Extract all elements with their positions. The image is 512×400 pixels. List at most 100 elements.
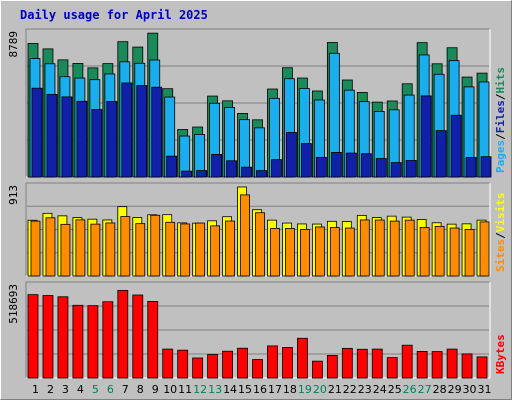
bar-sites (404, 219, 415, 277)
bar-kbytes (222, 350, 233, 379)
chart-panel: 518693 KBytes (7, 281, 507, 379)
bar-pages (286, 132, 297, 178)
bar-sites (210, 225, 221, 277)
bar-pages (166, 155, 178, 178)
bar-kbytes (461, 353, 473, 379)
x-tick-label: 26 (403, 383, 417, 396)
bar-kbytes (117, 289, 129, 379)
bar-kbytes (72, 304, 84, 379)
bar-sites (285, 228, 295, 277)
x-tick-label: 15 (238, 383, 252, 396)
bar-sites (419, 227, 430, 277)
bar-kbytes (431, 351, 443, 379)
bar-kbytes (386, 357, 398, 379)
bar-sites (449, 227, 460, 277)
bar-sites (344, 227, 355, 277)
plot-area-shadow (25, 28, 490, 177)
legend-entry: Hits (494, 67, 507, 94)
bar-pages (375, 158, 387, 178)
bar-pages (91, 109, 103, 178)
bar-sites (314, 226, 325, 277)
bar-kbytes (282, 347, 293, 379)
bar-sites (329, 227, 340, 277)
x-tick-label: 24 (373, 383, 387, 396)
x-tick-label: 2 (47, 383, 54, 396)
chart-panels: 8789Pages/Files/Hits913Sites/Visits51869… (7, 28, 507, 379)
legend-entry: Pages (494, 140, 507, 173)
x-tick-label: 3 (62, 383, 69, 396)
panel-legend: KBytes (494, 334, 507, 374)
bar-kbytes (267, 345, 278, 379)
panel-legend: Pages/Files/Hits (494, 67, 507, 173)
bar-sites (105, 222, 116, 277)
bar-sites (300, 229, 310, 277)
x-tick-label: 16 (253, 383, 267, 396)
bar-pages (360, 153, 372, 178)
bar-kbytes (252, 359, 263, 379)
bar-pages (106, 101, 118, 178)
bar-kbytes (371, 348, 383, 379)
bar-sites (479, 221, 490, 277)
bar-pages (480, 156, 492, 178)
bar-pages (465, 157, 477, 178)
bar-sites (270, 228, 280, 277)
x-tick-label: 30 (463, 383, 477, 396)
x-tick-label: 7 (122, 383, 129, 396)
x-tick-label: 17 (268, 383, 282, 396)
bar-kbytes (446, 348, 458, 379)
x-tick-label: 21 (328, 383, 342, 396)
x-tick-label: 18 (283, 383, 297, 396)
x-tick-label: 10 (163, 383, 177, 396)
bar-files (254, 127, 265, 178)
x-tick-label: 13 (208, 383, 222, 396)
bar-sites (374, 219, 385, 277)
bar-sites (120, 216, 131, 277)
legend-entry: Files (494, 100, 507, 133)
bar-sites (225, 220, 235, 277)
bar-pages (196, 170, 208, 178)
bar-kbytes (177, 349, 189, 379)
bar-sites (434, 225, 445, 277)
x-tick-label: 27 (418, 383, 432, 396)
x-tick-label: 28 (433, 383, 447, 396)
bar-kbytes (297, 337, 308, 379)
x-tick-label: 4 (77, 383, 84, 396)
bar-sites (464, 229, 475, 277)
x-tick-label: 23 (358, 383, 372, 396)
x-tick-label: 9 (152, 383, 159, 396)
x-tick-label: 6 (107, 383, 114, 396)
bar-sites (30, 220, 41, 277)
legend-entry: KBytes (494, 334, 507, 374)
legend-entry: / (494, 93, 507, 100)
bar-sites (90, 223, 101, 277)
x-tick-label: 14 (223, 383, 237, 396)
bar-kbytes (42, 295, 54, 379)
legend-entry: / (494, 133, 507, 140)
bar-sites (180, 223, 191, 277)
bar-pages (151, 86, 163, 178)
bar-sites (45, 217, 56, 277)
bar-pages (211, 153, 223, 178)
bar-kbytes (311, 360, 323, 379)
bar-pages (241, 166, 252, 178)
legend-entry: Visits (494, 193, 507, 233)
y-max-label: 913 (7, 185, 20, 205)
bar-sites (165, 221, 176, 277)
y-max-label: 518693 (7, 284, 20, 324)
bar-pages (256, 170, 267, 178)
bar-pages (450, 114, 462, 178)
bar-pages (420, 95, 432, 178)
legend-entry: / (494, 232, 507, 239)
x-tick-label: 5 (92, 383, 99, 396)
x-tick-label: 29 (448, 383, 462, 396)
bar-pages (345, 152, 357, 178)
bar-sites (150, 214, 161, 277)
y-max-label: 8789 (7, 31, 20, 58)
plot-area-shadow (25, 281, 490, 378)
plot-area-shadow (25, 182, 490, 276)
bar-kbytes (57, 296, 69, 379)
bar-pages (330, 152, 342, 178)
bar-pages (46, 94, 58, 178)
x-tick-label: 20 (313, 383, 327, 396)
